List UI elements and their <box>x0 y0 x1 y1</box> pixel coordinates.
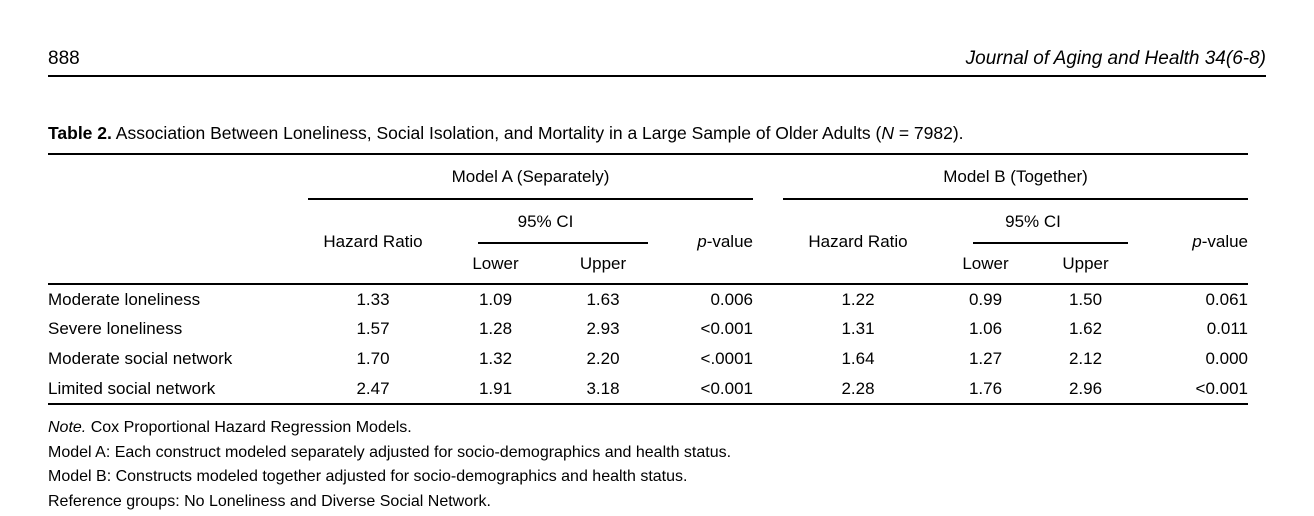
col-header-model-b-upper: Upper <box>1062 253 1109 273</box>
cell-model-b-p-value: 0.000 <box>1205 349 1249 368</box>
table-row: Moderate social network 1.70 1.32 2.20 <… <box>48 344 1248 374</box>
row-label: Moderate social network <box>48 349 233 368</box>
p-italic: p <box>697 231 707 251</box>
cell-model-b-ci-lower: 0.99 <box>933 283 1038 314</box>
cell-model-a-hazard-ratio: 1.57 <box>356 319 390 338</box>
cell-model-b-hazard-ratio: 1.31 <box>841 319 875 338</box>
cell-model-b-hazard-ratio: 1.22 <box>783 283 933 314</box>
row-label: Limited social network <box>48 378 216 398</box>
cell-model-b-ci-upper: 2.96 <box>1068 378 1103 398</box>
table-row: Moderate loneliness 1.33 1.09 1.63 0.006… <box>48 283 1249 314</box>
note-line-reference: Reference groups: No Loneliness and Dive… <box>48 492 491 510</box>
cell-model-a-ci-upper: 2.20 <box>586 349 620 368</box>
p-rest: -value <box>1201 231 1249 251</box>
cell-model-b-p-value: 0.061 <box>1133 283 1249 314</box>
cell-model-a-ci-lower: 1.28 <box>478 319 513 338</box>
cell-model-a-hazard-ratio: 1.33 <box>308 283 438 314</box>
page-number: 888 <box>48 48 80 69</box>
col-header-model-b-p-value: p-value <box>1133 199 1248 284</box>
cell-model-a-ci-upper: 3.18 <box>586 378 620 398</box>
cell-model-b-ci-lower: 1.06 <box>968 319 1003 338</box>
col-header-model-a-p-value: p-value <box>653 199 753 284</box>
column-spacer <box>753 283 783 314</box>
column-spacer <box>753 314 783 344</box>
cell-model-b-ci-upper: 1.50 <box>1038 283 1133 314</box>
note-text: Cox Proportional Hazard Regression Model… <box>86 419 412 436</box>
running-head: 888 Journal of Aging and Health 34(6-8) <box>48 40 1266 77</box>
column-spacer <box>753 344 783 374</box>
col-header-model-b-ci: 95% CI <box>933 199 1133 244</box>
table-caption: Table 2. Association Between Loneliness,… <box>48 121 1266 145</box>
p-italic: p <box>1192 231 1202 251</box>
cell-model-a-hazard-ratio: 2.47 <box>356 378 390 398</box>
column-spacer <box>753 154 783 284</box>
col-header-model-b-hazard-ratio: Hazard Ratio <box>808 231 908 251</box>
cell-model-b-ci-upper: 2.12 <box>1068 349 1103 368</box>
hazard-ratio-table: Model A (Separately) Model B (Together) … <box>48 153 1249 405</box>
cell-model-a-ci-upper: 1.63 <box>553 283 653 314</box>
cell-model-a-hazard-ratio: 1.70 <box>356 349 390 368</box>
cell-model-a-ci-upper: 2.93 <box>586 319 620 338</box>
cell-model-a-ci-lower: 1.32 <box>478 349 513 368</box>
journal-title: Journal of Aging and Health 34(6-8) <box>965 48 1266 69</box>
column-spacer <box>753 374 783 404</box>
row-label: Moderate loneliness <box>48 283 308 314</box>
cell-model-b-hazard-ratio: 2.28 <box>841 378 875 398</box>
note-line-model-a: Model A: Each construct modeled separate… <box>48 443 732 461</box>
cell-model-b-p-value: 0.011 <box>1206 319 1249 338</box>
cell-model-a-p-value: 0.006 <box>653 283 753 314</box>
col-header-model-a-ci: 95% CI <box>438 199 653 244</box>
row-label: Severe loneliness <box>48 319 183 338</box>
note-label: Note. <box>48 419 87 436</box>
spanner-model-b: Model B (Together) <box>783 154 1249 200</box>
cell-model-a-ci-lower: 1.09 <box>438 283 553 314</box>
cell-model-a-p-value: <.0001 <box>700 349 753 368</box>
cell-model-b-ci-lower: 1.27 <box>968 349 1003 368</box>
table-row: Severe loneliness 1.57 1.28 2.93 <0.001 … <box>48 314 1248 344</box>
cell-model-a-ci-lower: 1.91 <box>478 378 513 398</box>
table-caption-text: Association Between Loneliness, Social I… <box>111 123 882 143</box>
col-header-model-a-hazard-ratio: Hazard Ratio <box>323 231 423 251</box>
note-line-model-b: Model B: Constructs modeled together adj… <box>48 468 688 485</box>
cell-model-a-p-value: <0.001 <box>700 378 753 398</box>
cell-model-b-ci-upper: 1.62 <box>1068 319 1103 338</box>
col-header-model-a-lower: Lower <box>472 253 519 273</box>
stub-column <box>48 154 308 284</box>
col-header-model-a-upper: Upper <box>579 253 627 273</box>
note-line-general: Note. Cox Proportional Hazard Regression… <box>48 416 1268 441</box>
p-rest: -value <box>706 231 753 251</box>
table-caption-tail: = 7982). <box>893 123 964 143</box>
cell-model-a-p-value: <0.001 <box>700 319 753 338</box>
cell-model-b-p-value: <0.001 <box>1195 378 1249 398</box>
table-row: Limited social network 2.47 1.91 3.18 <0… <box>48 374 1248 404</box>
table-caption-n: N <box>881 123 894 143</box>
cell-model-b-hazard-ratio: 1.64 <box>841 349 875 368</box>
spanner-model-a: Model A (Separately) <box>308 154 753 200</box>
table-caption-label: Table 2. <box>48 123 112 143</box>
col-header-model-b-lower: Lower <box>962 253 1009 273</box>
table-notes: Note. Cox Proportional Hazard Regression… <box>48 416 1268 514</box>
cell-model-b-ci-lower: 1.76 <box>968 378 1003 398</box>
